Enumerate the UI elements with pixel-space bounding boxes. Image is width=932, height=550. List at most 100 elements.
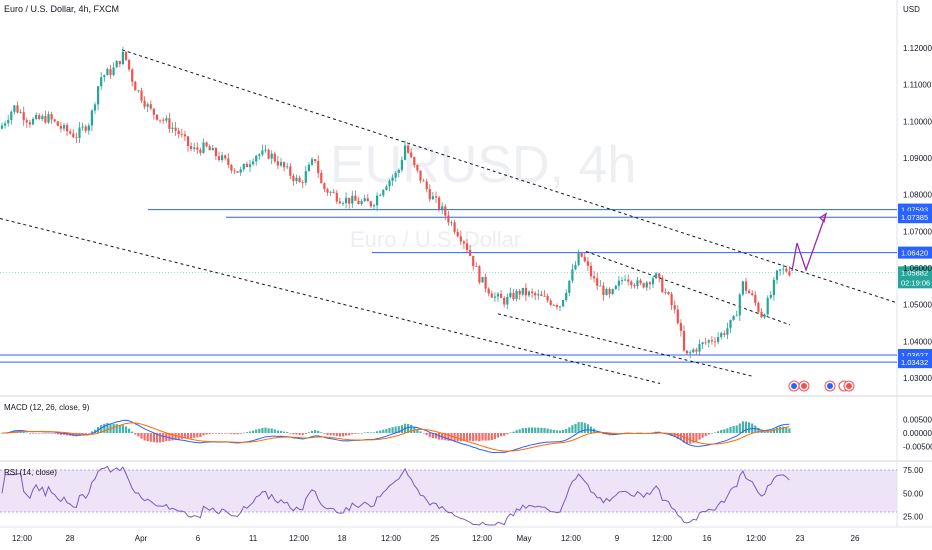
macd-tick-label: 0.00000 bbox=[903, 429, 932, 438]
candle-body bbox=[543, 295, 546, 297]
candle-body bbox=[112, 67, 115, 75]
candle-body bbox=[351, 195, 354, 204]
candle-body bbox=[366, 198, 369, 202]
candle-body bbox=[744, 281, 748, 291]
candle-body bbox=[369, 201, 372, 207]
macd-histogram-bar bbox=[472, 433, 475, 442]
candle-body bbox=[345, 197, 348, 204]
trendline bbox=[121, 49, 898, 304]
candle-body bbox=[720, 333, 723, 338]
macd-histogram-bar bbox=[0, 433, 4, 434]
projection-line bbox=[791, 213, 827, 272]
candle-body bbox=[636, 280, 639, 287]
candle-body bbox=[605, 288, 608, 296]
candle-body bbox=[221, 155, 224, 161]
macd-histogram-bar bbox=[509, 432, 512, 434]
macd-histogram-bar bbox=[50, 433, 53, 434]
price-tick-label: 1.04000 bbox=[903, 337, 932, 346]
candle-body bbox=[695, 349, 698, 352]
macd-histogram-bar bbox=[729, 426, 732, 433]
time-tick-label: 12:00 bbox=[289, 534, 310, 543]
macd-histogram-bar bbox=[242, 432, 245, 434]
macd-histogram-bar bbox=[100, 424, 103, 433]
macd-histogram-bar bbox=[385, 428, 388, 433]
macd-histogram-bar bbox=[717, 431, 720, 433]
candle-body bbox=[456, 231, 459, 237]
candle-body bbox=[642, 283, 645, 288]
macd-histogram-bar bbox=[345, 433, 348, 436]
candle-body bbox=[385, 186, 388, 190]
candle-body bbox=[496, 293, 500, 297]
macd-histogram-bar bbox=[360, 433, 363, 434]
candle-body bbox=[72, 133, 75, 138]
macd-histogram-bar bbox=[459, 433, 462, 442]
macd-histogram-bar bbox=[490, 433, 493, 440]
macd-histogram-bar bbox=[465, 433, 469, 441]
candle-body bbox=[134, 81, 137, 91]
macd-histogram-bar bbox=[524, 428, 527, 433]
candle-body bbox=[469, 249, 472, 256]
macd-histogram-bar bbox=[320, 432, 323, 433]
macd-histogram-bar bbox=[115, 424, 118, 433]
macd-histogram-bar bbox=[35, 433, 38, 434]
candle-body bbox=[56, 121, 59, 126]
time-tick-label: 9 bbox=[615, 534, 620, 543]
candle-body bbox=[22, 112, 25, 121]
macd-histogram-bar bbox=[518, 429, 521, 433]
level-price-label: 1.03432 bbox=[901, 358, 928, 367]
macd-histogram-bar bbox=[391, 427, 394, 433]
macd-histogram-bar bbox=[81, 433, 84, 435]
candle-body bbox=[341, 203, 345, 204]
macd-histogram-bar bbox=[397, 426, 400, 433]
macd-histogram-bar bbox=[577, 422, 580, 433]
candle-body bbox=[211, 148, 214, 151]
macd-histogram-bar bbox=[531, 427, 534, 433]
trendline bbox=[0, 218, 661, 384]
macd-histogram-bar bbox=[248, 431, 252, 433]
macd-histogram-bar bbox=[562, 430, 565, 433]
level-price-label: 1.07385 bbox=[901, 213, 928, 222]
macd-histogram-bar bbox=[673, 433, 676, 438]
level-price-label: 1.07593 bbox=[901, 206, 928, 215]
candle-body bbox=[717, 337, 720, 342]
macd-histogram-bar bbox=[341, 433, 345, 437]
price-tick-label: 1.12000 bbox=[903, 44, 932, 53]
candle-body bbox=[788, 271, 791, 276]
candle-body bbox=[81, 126, 84, 128]
macd-histogram-bar bbox=[190, 433, 193, 439]
macd-histogram-bar bbox=[788, 428, 791, 433]
candle-body bbox=[304, 171, 307, 183]
macd-histogram-bar bbox=[720, 429, 723, 433]
macd-histogram-bar bbox=[766, 431, 769, 433]
macd-histogram-bar bbox=[602, 433, 605, 435]
candle-body bbox=[338, 201, 341, 204]
candle-body bbox=[239, 169, 242, 173]
macd-histogram-bar bbox=[146, 433, 149, 442]
macd-histogram-bar bbox=[422, 433, 425, 434]
candle-body bbox=[354, 195, 357, 201]
macd-histogram-bar bbox=[726, 428, 729, 433]
candle-body bbox=[686, 350, 689, 354]
candle-body bbox=[664, 292, 667, 293]
rsi-pane: 75.00 50.00 25.00 bbox=[0, 465, 924, 526]
candle-body bbox=[407, 145, 410, 153]
candle-body bbox=[270, 153, 273, 159]
time-tick-label: 18 bbox=[338, 534, 347, 543]
macd-histogram-bar bbox=[763, 431, 766, 433]
candle-body bbox=[562, 300, 565, 307]
macd-histogram-bar bbox=[689, 433, 692, 444]
macd-histogram-bar bbox=[301, 433, 304, 436]
rsi-line bbox=[1, 465, 790, 526]
candle-body bbox=[620, 280, 624, 281]
macd-histogram-bar bbox=[236, 433, 239, 435]
candle-body bbox=[214, 148, 217, 157]
macd-histogram-bar bbox=[372, 432, 376, 433]
candle-body bbox=[775, 270, 779, 280]
macd-histogram-bar bbox=[363, 432, 366, 434]
candle-body bbox=[50, 114, 53, 120]
macd-histogram-bar bbox=[484, 433, 487, 441]
candle-body bbox=[289, 166, 292, 176]
economic-events[interactable] bbox=[788, 380, 855, 392]
candle-body bbox=[583, 256, 586, 262]
